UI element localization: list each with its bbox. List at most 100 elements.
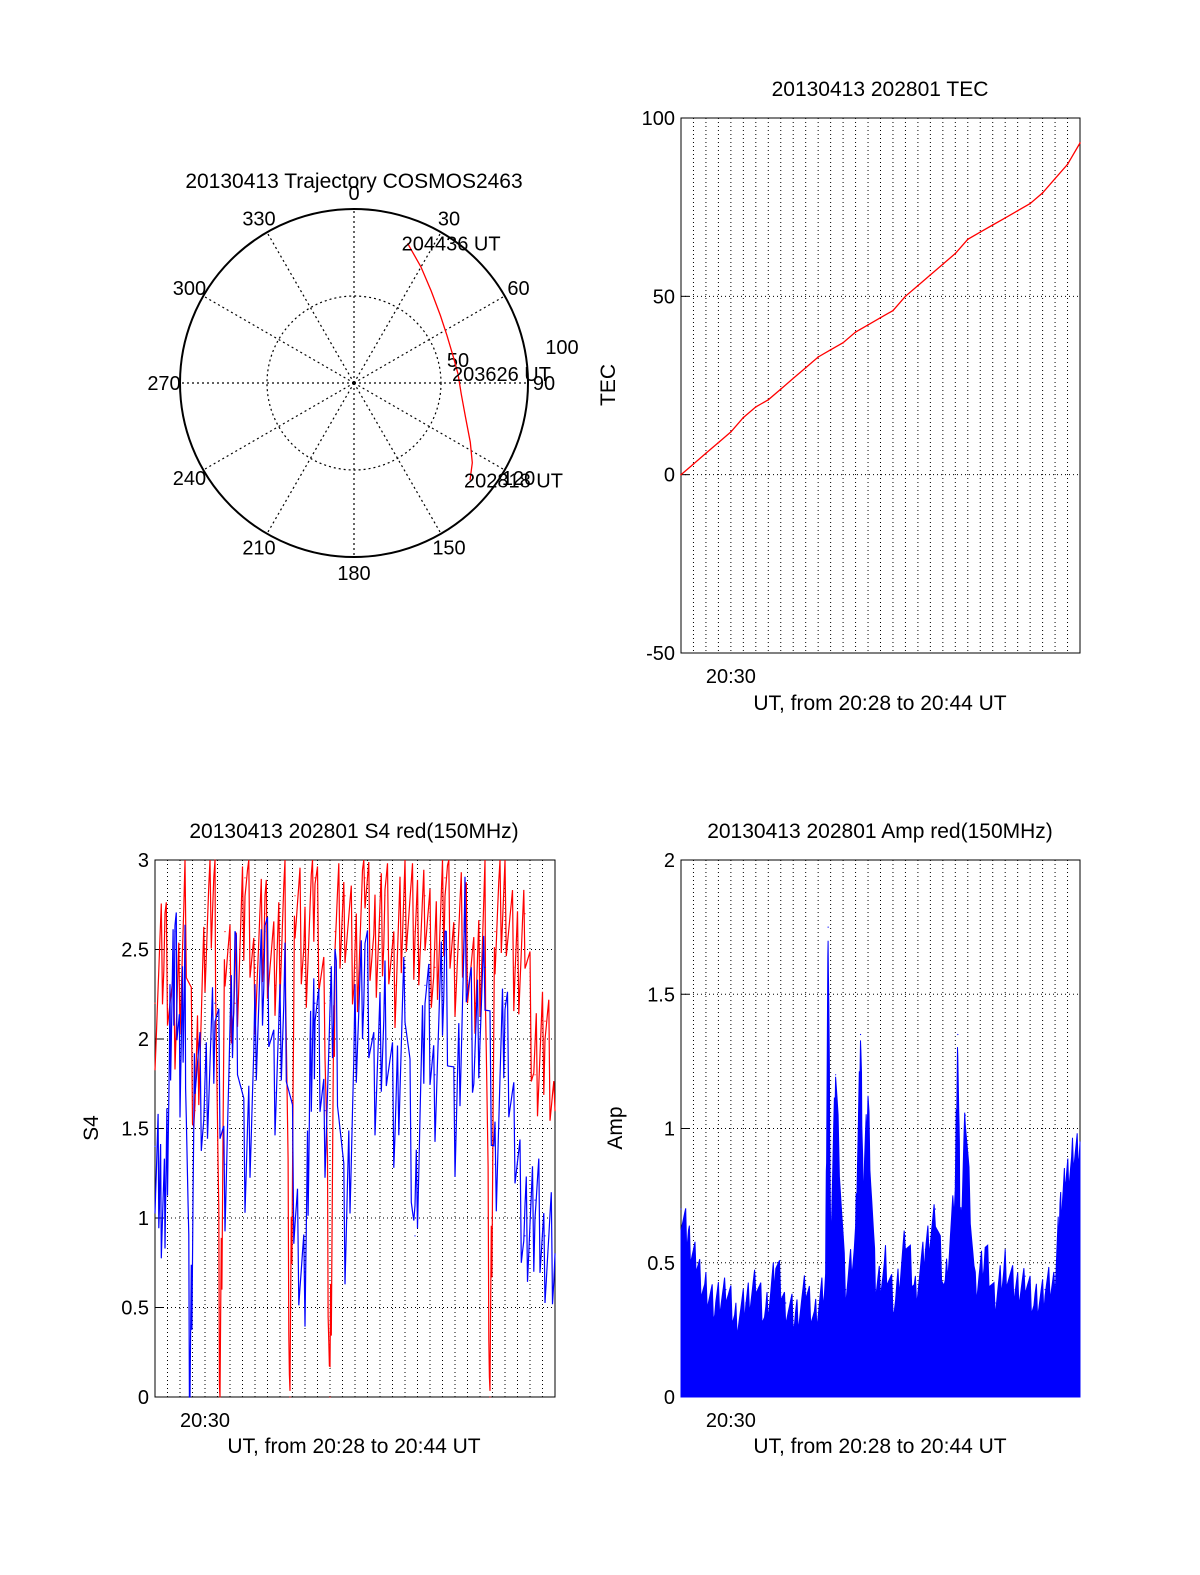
s4-title: 20130413 202801 S4 red(150MHz) [189,820,518,843]
data-point [830,1235,832,1237]
azimuth-spoke [266,232,355,384]
data-point [304,1271,306,1273]
y-tick-label: 50 [653,286,675,308]
data-point [917,284,919,287]
data-point [169,1038,171,1040]
data-point [434,1074,436,1076]
data-point [554,1110,556,1112]
azimuth-label: 0 [348,183,359,205]
data-point [204,1110,206,1112]
data-point [484,895,486,897]
data-point [984,1248,986,1250]
series-blue-line [154,876,556,1398]
data-point [304,948,306,951]
radius-label-100: 100 [545,337,578,359]
data-point [274,1092,276,1094]
data-point [735,1315,737,1318]
time-label: 203626 UT [452,364,551,386]
azimuth-label: 180 [337,563,370,585]
x-tick-label: 20:30 [180,1410,230,1432]
data-point [1034,1302,1036,1304]
data-point [680,473,682,476]
data-point [159,1181,161,1183]
data-point [705,1289,707,1291]
data-point [174,931,176,933]
data-point [334,931,336,933]
data-point [991,224,994,226]
data-point [224,1163,226,1165]
data-point [219,1396,221,1398]
data-point [680,1208,682,1210]
data-point [294,895,296,897]
y-tick-label: 1.5 [647,984,675,1006]
y-tick-label: 2.5 [121,940,149,962]
data-point [474,1002,476,1004]
data-point [879,316,882,319]
data-point [785,1302,787,1304]
data-point [179,1074,181,1076]
azimuth-label: 330 [242,208,275,230]
data-point [524,913,526,915]
data-point [184,895,186,897]
data-point [494,931,496,933]
data-point [1059,1208,1061,1210]
y-tick-label: 1.5 [121,1119,149,1141]
data-point [524,1235,526,1237]
y-tick-label: 2 [138,1029,149,1051]
data-point [1014,1289,1016,1291]
azimuth-label: 210 [242,538,275,560]
data-point [792,377,795,380]
data-point [979,231,982,233]
data-point [892,309,894,312]
time-label: 204436 UT [402,233,501,255]
data-point [254,966,256,969]
y-tick-label: -50 [646,643,675,665]
data-point [805,1289,807,1291]
azimuth-label: 300 [173,278,206,300]
data-point [717,441,720,444]
data-point [514,1127,516,1130]
data-point [929,274,932,276]
data-point [154,1145,156,1147]
trajectory-track [407,242,473,481]
data-point [414,1235,416,1237]
data-point [867,324,869,326]
data-point [314,1002,316,1004]
data-point [867,1101,869,1103]
s4-xlabel: UT, from 20:28 to 20:44 UT [227,1435,480,1458]
data-point [494,1163,496,1165]
data-point [194,1038,196,1040]
y-tick-label: 2 [664,850,675,872]
data-point [1024,1275,1026,1277]
data-point [745,1302,747,1304]
data-point [194,1110,196,1112]
amp-ylabel: Amp [604,1106,627,1149]
data-point [444,948,446,951]
data-point [725,1289,727,1291]
data-point [715,1302,717,1304]
data-point [692,463,695,465]
data-point [954,252,957,255]
data-point [964,1114,966,1116]
data-point [687,1235,690,1237]
data-point [364,948,366,951]
data-point [705,452,707,455]
s4-ylabel: S4 [80,1115,103,1141]
azimuth-label: 120 [502,468,535,490]
data-point [825,1275,827,1277]
data-point [224,931,226,933]
data-point [294,1217,296,1219]
outer-circle [179,208,529,558]
y-tick-label: 1 [664,1119,675,1141]
y-tick-label: 0 [138,1387,149,1409]
data-point [904,1235,907,1237]
trajectory-polar-chart: 20130413 Trajectory COSMOS2463 0 30 60 90 12… [147,170,578,585]
data-point [484,966,486,969]
data-point [795,1315,797,1318]
azimuth-spoke [353,232,442,384]
data-point [994,1302,996,1304]
data-point [264,931,266,933]
data-point [454,948,456,951]
data-point [374,948,376,951]
tec-title: 20130413 202801 TEC [772,78,989,101]
